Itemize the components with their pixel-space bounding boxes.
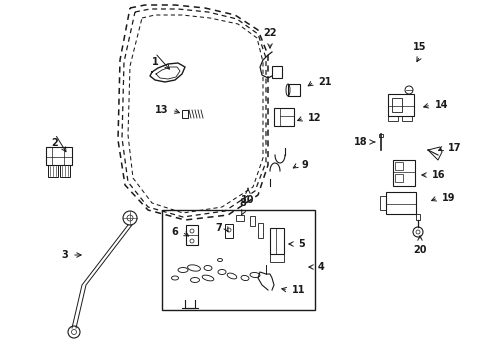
Bar xyxy=(236,215,244,221)
Bar xyxy=(273,108,293,126)
Text: 14: 14 xyxy=(434,100,447,110)
Bar xyxy=(394,162,402,170)
Text: 6: 6 xyxy=(171,227,178,237)
Bar xyxy=(379,196,385,210)
Text: 2: 2 xyxy=(52,138,58,148)
Bar xyxy=(271,66,282,78)
Text: 1: 1 xyxy=(151,57,158,67)
Text: 4: 4 xyxy=(317,262,324,272)
Bar xyxy=(249,216,254,226)
Text: 21: 21 xyxy=(317,77,331,87)
Text: 11: 11 xyxy=(291,285,305,295)
Bar xyxy=(258,223,263,238)
Bar xyxy=(162,210,314,310)
Text: 12: 12 xyxy=(307,113,321,123)
Text: 3: 3 xyxy=(61,250,68,260)
Text: 15: 15 xyxy=(412,42,426,52)
Text: 13: 13 xyxy=(154,105,168,115)
Text: 18: 18 xyxy=(354,137,367,147)
Bar xyxy=(48,165,58,177)
Text: 17: 17 xyxy=(447,143,461,153)
Bar xyxy=(46,147,72,165)
Text: 10: 10 xyxy=(241,195,254,205)
Text: 16: 16 xyxy=(431,170,445,180)
Bar xyxy=(394,174,402,182)
Text: 9: 9 xyxy=(302,160,308,170)
Bar xyxy=(391,98,401,112)
Bar xyxy=(392,160,414,186)
Text: 22: 22 xyxy=(263,28,276,38)
Bar xyxy=(415,214,419,220)
Text: 8: 8 xyxy=(239,198,246,208)
Text: 20: 20 xyxy=(412,245,426,255)
Text: 7: 7 xyxy=(215,223,222,233)
Text: 19: 19 xyxy=(441,193,454,203)
Bar xyxy=(287,84,299,96)
Bar xyxy=(387,94,413,116)
Bar xyxy=(269,254,284,262)
Bar xyxy=(60,165,70,177)
Bar xyxy=(224,224,232,238)
Bar xyxy=(378,134,382,137)
Bar xyxy=(387,116,397,121)
Bar xyxy=(269,228,284,254)
Bar xyxy=(182,110,187,118)
Text: 5: 5 xyxy=(297,239,304,249)
Bar xyxy=(185,225,198,245)
Bar xyxy=(385,192,415,214)
Bar xyxy=(401,116,411,121)
